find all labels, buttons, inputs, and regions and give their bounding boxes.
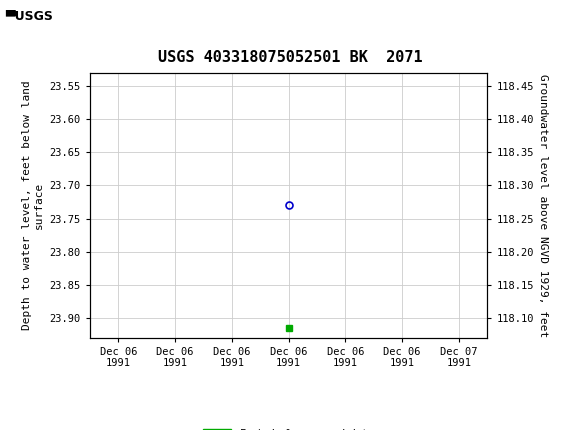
Y-axis label: Depth to water level, feet below land
surface: Depth to water level, feet below land su… (23, 80, 44, 330)
Bar (3, 2, 78, 31)
Text: ▀USGS: ▀USGS (5, 9, 53, 23)
Y-axis label: Groundwater level above NGVD 1929, feet: Groundwater level above NGVD 1929, feet (538, 74, 548, 337)
Text: █USGS: █USGS (4, 9, 57, 23)
Legend: Period of approved data: Period of approved data (199, 424, 378, 430)
Text: USGS 403318075052501 BK  2071: USGS 403318075052501 BK 2071 (158, 50, 422, 65)
